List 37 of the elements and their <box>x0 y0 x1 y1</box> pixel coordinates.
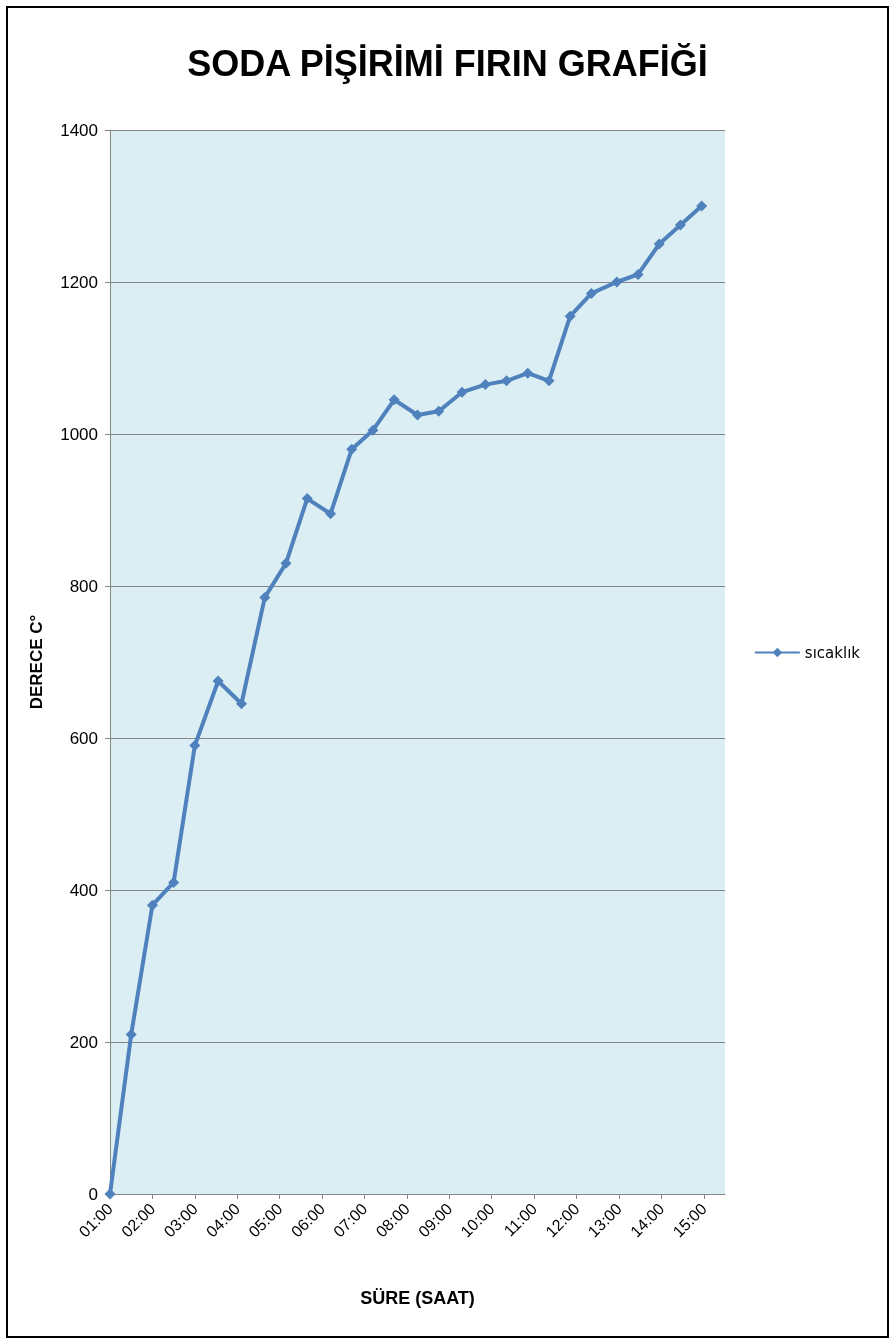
y-tick-label: 200 <box>69 1032 98 1052</box>
point <box>412 409 423 421</box>
point <box>325 508 337 520</box>
y-tick-label: 1400 <box>60 120 98 140</box>
point <box>674 219 686 231</box>
point <box>585 287 597 299</box>
y-tick-label: 600 <box>69 728 98 748</box>
point <box>611 276 623 288</box>
point <box>104 1188 116 1200</box>
point <box>301 493 313 505</box>
point <box>388 394 400 406</box>
y-tick-label: 0 <box>88 1184 98 1204</box>
point <box>146 899 158 911</box>
legend-label: sıcaklık <box>804 643 861 662</box>
point <box>632 268 644 280</box>
y-tick-label: 1200 <box>60 272 98 292</box>
point <box>280 557 292 569</box>
point <box>543 375 555 387</box>
point <box>259 591 271 603</box>
y-axis-title: DERECE C° <box>27 614 46 710</box>
point <box>696 200 708 212</box>
y-tick-label: 800 <box>69 576 98 596</box>
y-tick-label: 1000 <box>60 424 98 444</box>
point <box>564 310 576 322</box>
y-tick-label: 400 <box>69 880 98 900</box>
chart-title: SODA PİŞİRİMİ FIRIN GRAFİĞİ <box>187 42 708 84</box>
x-axis-title: SÜRE (SAAT) <box>360 1288 475 1308</box>
point <box>501 375 513 387</box>
point <box>212 675 224 687</box>
point <box>456 386 468 398</box>
point <box>653 238 665 250</box>
point <box>522 367 534 379</box>
point <box>235 698 247 710</box>
point <box>346 443 358 455</box>
point <box>479 379 491 391</box>
point <box>367 424 379 436</box>
point <box>433 405 445 417</box>
